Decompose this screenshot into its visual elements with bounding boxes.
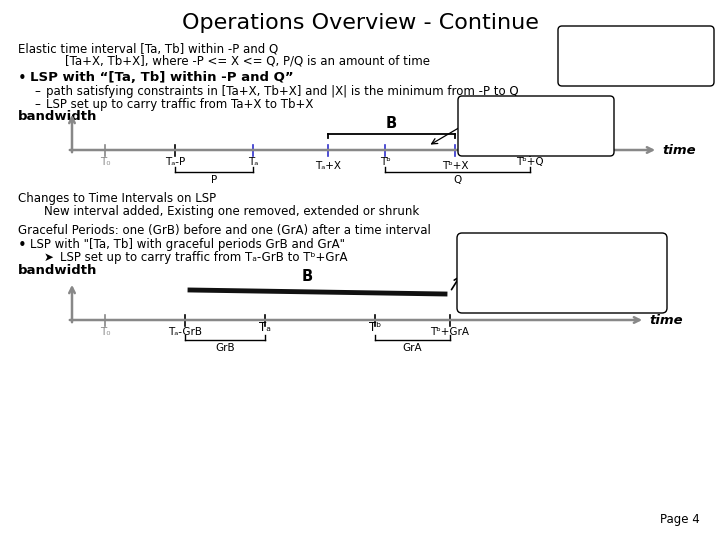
Text: T₀: T₀ (100, 157, 110, 167)
Text: Changes to Time Intervals on LSP: Changes to Time Intervals on LSP (18, 192, 216, 205)
Text: B: B (386, 116, 397, 131)
Text: bandwidth: bandwidth (18, 264, 97, 277)
FancyBboxPatch shape (457, 233, 667, 313)
Text: Page 4: Page 4 (660, 513, 700, 526)
Text: ➤: ➤ (44, 251, 54, 264)
Text: Tb]: Tb] (526, 129, 546, 142)
Text: (lower priority or best: (lower priority or best (498, 256, 626, 269)
Text: GrB: GrB (215, 343, 235, 353)
Text: –: – (34, 85, 40, 98)
Text: Time interval: Time interval (497, 105, 575, 118)
Text: periods?: periods? (537, 282, 587, 295)
Text: Downgraded service: Downgraded service (501, 243, 623, 256)
Text: •: • (18, 238, 27, 253)
Text: time: time (649, 314, 683, 327)
Text: Operations Overview - Continue: Operations Overview - Continue (181, 13, 539, 33)
Text: path satisfying constraints in [Ta+X, Tb+X] and |X| is the minimum from -P to Q: path satisfying constraints in [Ta+X, Tb… (46, 85, 518, 98)
Text: Tₐ-P: Tₐ-P (165, 157, 185, 167)
Text: Tᵇ+Q: Tᵇ+Q (516, 157, 544, 167)
Text: closest to [Ta,: closest to [Ta, (495, 117, 577, 130)
Text: LSP set up to carry traffic from Ta+X to Tb+X: LSP set up to carry traffic from Ta+X to… (46, 98, 313, 111)
Text: Tₐ+X: Tₐ+X (315, 161, 341, 171)
Text: LSP in [Ta,: LSP in [Ta, (606, 46, 666, 59)
Text: bandwidth: bandwidth (18, 110, 97, 123)
FancyBboxPatch shape (458, 96, 614, 156)
Text: Tₐ: Tₐ (259, 321, 271, 334)
Text: LSP with "[Ta, Tb] with graceful periods GrB and GrA": LSP with "[Ta, Tb] with graceful periods… (30, 238, 345, 251)
Text: No path for: No path for (603, 34, 670, 47)
Text: Tᵇ: Tᵇ (379, 157, 390, 167)
Text: •: • (18, 71, 27, 86)
Text: Elastic time interval [Ta, Tb] within -P and Q: Elastic time interval [Ta, Tb] within -P… (18, 42, 278, 55)
Text: Tᵇ+GrA: Tᵇ+GrA (431, 327, 469, 337)
Text: P: P (211, 175, 217, 185)
Text: LSP with “[Ta, Tb] within -P and Q”: LSP with “[Ta, Tb] within -P and Q” (30, 71, 294, 84)
Text: B: B (302, 269, 313, 284)
Text: Tₐ: Tₐ (248, 157, 258, 167)
Text: Tᵇ+X: Tᵇ+X (442, 161, 468, 171)
Text: Tᵇ: Tᵇ (369, 321, 381, 334)
Text: Graceful Periods: one (GrB) before and one (GrA) after a time interval: Graceful Periods: one (GrB) before and o… (18, 224, 431, 237)
Text: New interval added, Existing one removed, extended or shrunk: New interval added, Existing one removed… (44, 205, 419, 218)
Text: Tₐ-GrB: Tₐ-GrB (168, 327, 202, 337)
Text: T₀: T₀ (100, 327, 110, 337)
FancyBboxPatch shape (558, 26, 714, 86)
Text: –: – (34, 98, 40, 111)
Text: [Ta+X, Tb+X], where -P <= X <= Q, P/Q is an amount of time: [Ta+X, Tb+X], where -P <= X <= Q, P/Q is… (65, 55, 430, 68)
Text: time: time (662, 144, 696, 157)
Text: Tb] is OK: Tb] is OK (609, 58, 662, 71)
Text: effort) in graceful: effort) in graceful (510, 269, 614, 282)
Text: Q: Q (454, 175, 462, 185)
Text: GrA: GrA (402, 343, 423, 353)
Text: LSP set up to carry traffic from Tₐ-GrB to Tᵇ+GrA: LSP set up to carry traffic from Tₐ-GrB … (60, 251, 348, 264)
